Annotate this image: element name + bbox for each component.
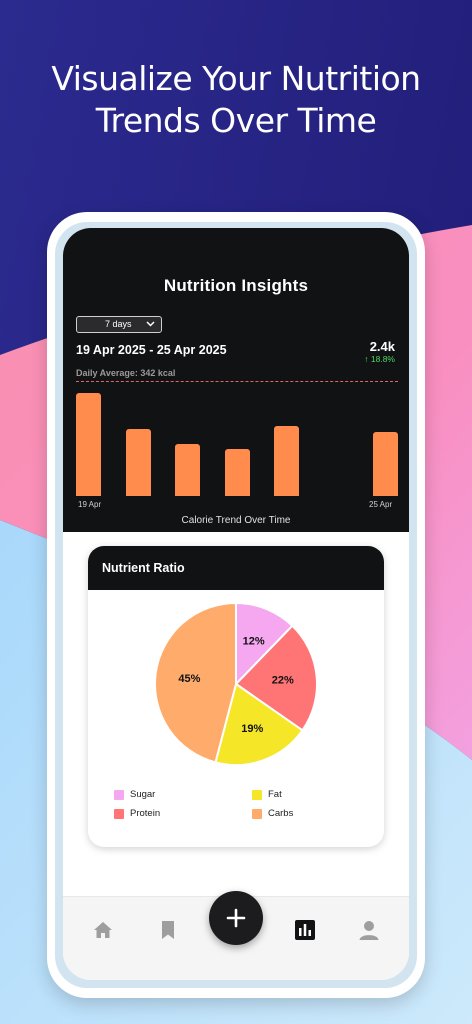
calorie-bar — [224, 448, 250, 496]
legend-swatch-protein — [114, 809, 124, 819]
legend-item-carbs: Carbs — [252, 809, 362, 819]
calorie-bar-chart — [76, 386, 398, 496]
app-screen: Nutrition Insights 7 days 19 Apr 2025 - … — [63, 228, 409, 980]
profile-icon[interactable] — [358, 919, 380, 941]
pie-label-carbs: 45% — [178, 673, 200, 685]
pie-label-protein: 22% — [272, 674, 294, 686]
nutrient-ratio-card: Nutrient Ratio 12% 22% 19% 45% Sugar Fat Pr… — [88, 546, 384, 847]
legend-label-fat: Fat — [268, 789, 282, 800]
change-badge: ↑ 18.8% — [364, 354, 395, 364]
chevron-down-icon — [146, 321, 155, 327]
home-icon[interactable] — [92, 919, 114, 941]
legend-swatch-sugar — [114, 790, 124, 800]
legend-label-sugar: Sugar — [130, 789, 156, 800]
legend-label-protein: Protein — [130, 808, 161, 819]
page-title: Nutrition Insights — [163, 276, 309, 295]
add-button[interactable] — [209, 891, 263, 945]
pie-label-sugar: 12% — [243, 635, 265, 647]
legend-item-protein: Protein — [114, 809, 224, 819]
pie-slice-protein — [234, 624, 318, 732]
range-dropdown-value: 7 days — [105, 319, 132, 329]
bookmark-icon[interactable] — [157, 919, 179, 941]
legend-label-carbs: Carbs — [268, 808, 294, 819]
insights-panel: Nutrition Insights 7 days 19 Apr 2025 - … — [63, 228, 409, 532]
bottom-nav — [63, 891, 409, 980]
headline-line-1: Visualize Your Nutrition — [51, 59, 421, 98]
daily-average-label: Daily Average: 342 kcal — [76, 368, 176, 378]
headline-line-2: Trends Over Time — [95, 101, 377, 140]
average-line — [76, 381, 398, 382]
promo-headline: Visualize Your Nutrition Trends Over Tim… — [0, 58, 472, 142]
pie-slice-sugar — [235, 602, 294, 687]
x-tick-start: 19 Apr — [78, 500, 102, 509]
calorie-bar — [125, 428, 151, 496]
pie-slice-carbs — [154, 602, 237, 764]
x-tick-end: 25 Apr — [369, 500, 393, 509]
chart-caption: Calorie Trend Over Time — [181, 515, 291, 526]
add-icon — [226, 908, 246, 928]
legend-item-fat: Fat — [252, 790, 362, 800]
ratio-card-title: Nutrient Ratio — [88, 546, 384, 590]
pie-slice-fat — [214, 682, 304, 766]
range-dropdown[interactable]: 7 days — [76, 316, 162, 333]
pie-label-fat: 19% — [241, 723, 263, 735]
calorie-bar — [175, 444, 200, 496]
phone-body: Nutrition Insights 7 days 19 Apr 2025 - … — [55, 222, 417, 988]
legend-swatch-carbs — [252, 809, 262, 819]
calorie-bar — [274, 425, 299, 496]
calorie-bar — [373, 432, 398, 496]
calorie-total: 2.4k — [369, 339, 395, 354]
nutrient-pie-chart: 12% 22% 19% 45% — [154, 602, 318, 766]
date-range: 19 Apr 2025 - 25 Apr 2025 — [76, 343, 227, 357]
legend-item-sugar: Sugar — [114, 790, 224, 800]
legend-swatch-fat — [252, 790, 262, 800]
chart-icon[interactable] — [294, 919, 316, 941]
calorie-bar — [76, 392, 101, 496]
